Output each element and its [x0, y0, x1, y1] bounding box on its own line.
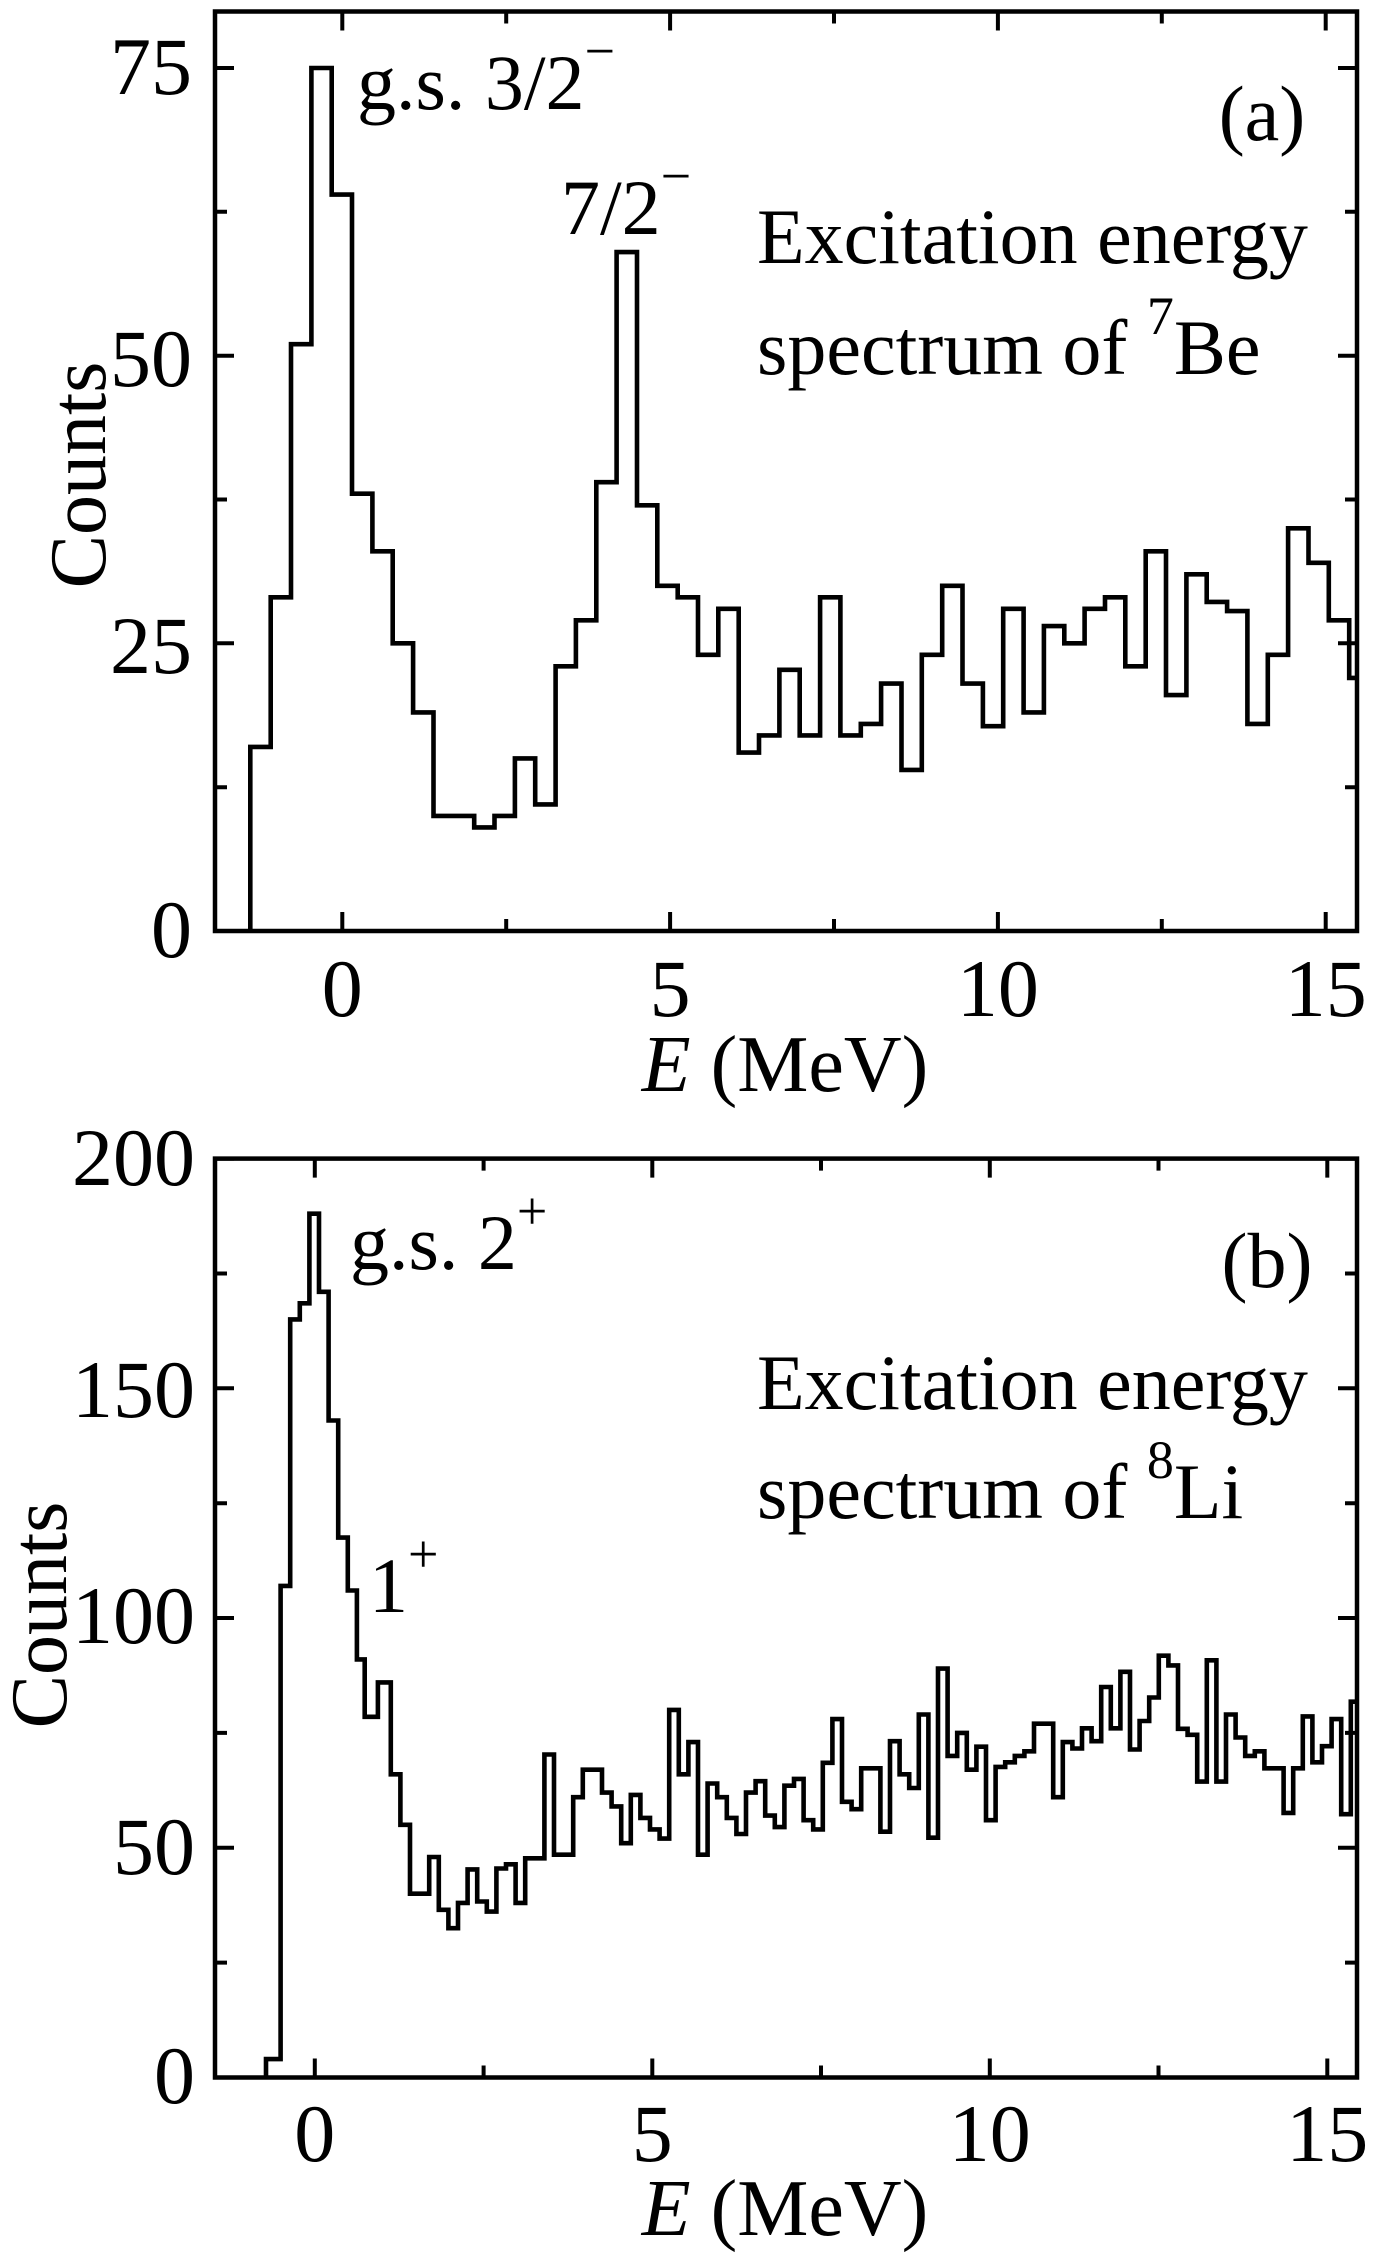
svg-text:100: 100	[72, 1570, 195, 1661]
svg-text:spectrum of 7Be: spectrum of 7Be	[757, 286, 1261, 391]
svg-text:7/2−: 7/2−	[561, 146, 691, 251]
svg-text:Counts: Counts	[35, 362, 123, 589]
svg-text:0: 0	[154, 2030, 195, 2121]
svg-text:0: 0	[151, 884, 192, 975]
svg-text:50: 50	[113, 1801, 195, 1892]
svg-text:Excitation energy: Excitation energy	[757, 1339, 1308, 1426]
svg-text:150: 150	[72, 1344, 195, 1435]
svg-text:50: 50	[110, 313, 192, 404]
svg-text:E (MeV): E (MeV)	[641, 1021, 929, 1109]
svg-text:200: 200	[72, 1112, 195, 1203]
svg-text:5: 5	[650, 943, 691, 1034]
svg-text:10: 10	[949, 2088, 1031, 2179]
svg-text:75: 75	[110, 21, 192, 112]
svg-text:Excitation energy: Excitation energy	[757, 193, 1308, 280]
svg-text:25: 25	[110, 600, 192, 691]
svg-text:0: 0	[322, 943, 363, 1034]
svg-text:0: 0	[294, 2088, 335, 2179]
svg-text:E (MeV): E (MeV)	[641, 2165, 929, 2253]
svg-text:10: 10	[957, 943, 1039, 1034]
svg-text:g.s. 3/2−: g.s. 3/2−	[357, 21, 615, 126]
svg-text:Counts: Counts	[0, 1502, 84, 1729]
svg-text:15: 15	[1286, 2088, 1368, 2179]
svg-text:g.s. 2+: g.s. 2+	[350, 1181, 547, 1286]
svg-text:15: 15	[1285, 943, 1367, 1034]
svg-text:(a): (a)	[1219, 70, 1306, 157]
svg-text:5: 5	[632, 2088, 673, 2179]
svg-text:(b): (b)	[1222, 1217, 1313, 1304]
